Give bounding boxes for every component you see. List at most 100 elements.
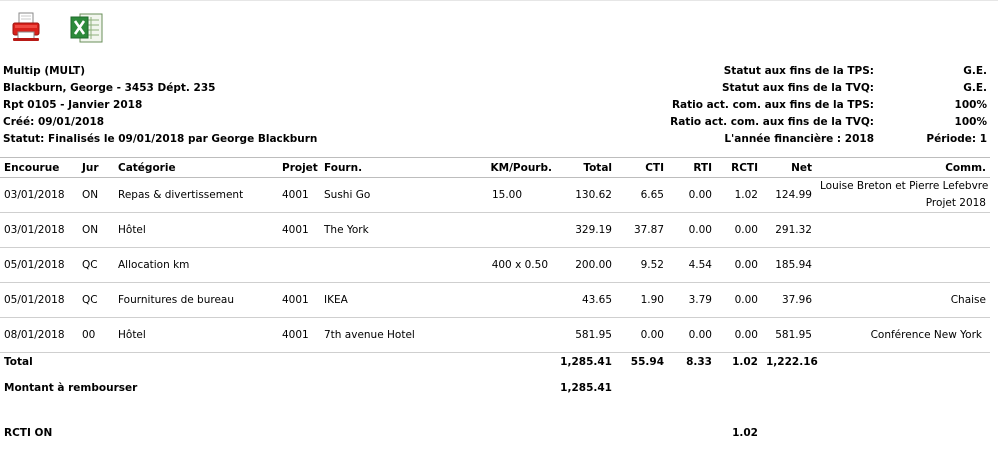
row-projet: 4001	[278, 282, 320, 318]
employee-name: Blackburn, George - 3453 Dépt. 235	[3, 82, 216, 94]
tvq-status-value: G.E.	[963, 82, 987, 94]
row-jur: ON	[78, 212, 114, 248]
table-row: 08/01/2018 00 Hôtel 4001 7th avenue Hote…	[0, 317, 990, 353]
report-status: Statut: Finalisés le 09/01/2018 par Geor…	[3, 133, 318, 145]
row-date: 03/01/2018	[0, 177, 78, 213]
col-cti: CTI	[616, 157, 668, 178]
row-cti: 6.65	[616, 177, 668, 213]
row-comment: Louise Breton et Pierre Lefebvre Projet …	[816, 177, 990, 213]
col-fourn: Fourn.	[320, 157, 442, 178]
row-jur: QC	[78, 282, 114, 318]
row-net: 124.99	[762, 177, 816, 213]
row-rcti: 0.00	[716, 317, 762, 353]
tps-ratio-label: Ratio act. com. aux fins de la TPS:	[671, 99, 874, 111]
row-fourn: Sushi Go	[320, 177, 442, 213]
row-date: 05/01/2018	[0, 282, 78, 318]
reimburse-label: Montant à rembourser	[4, 382, 138, 394]
tvq-ratio-label: Ratio act. com. aux fins de la TVQ:	[670, 116, 874, 128]
company-name: Multip (MULT)	[3, 65, 86, 77]
col-comm: Comm.	[816, 157, 990, 178]
col-encourue: Encourue	[0, 157, 78, 178]
row-comment	[816, 247, 990, 283]
row-categorie: Hôtel	[114, 212, 278, 248]
tps-ratio-value: 100%	[954, 99, 987, 111]
table-row: 05/01/2018 QC Fournitures de bureau 4001…	[0, 282, 990, 318]
row-categorie: Allocation km	[114, 247, 278, 283]
col-projet: Projet	[278, 157, 320, 178]
row-comment: Chaise	[816, 282, 990, 318]
row-fourn: 7th avenue Hotel	[320, 317, 442, 353]
row-cti: 1.90	[616, 282, 668, 318]
row-jur: 00	[78, 317, 114, 353]
table-header-row: Encourue Jur Catégorie Projet Fourn. KM/…	[0, 157, 990, 178]
row-total: 581.95	[556, 317, 616, 353]
row-projet	[278, 247, 320, 283]
row-categorie: Hôtel	[114, 317, 278, 353]
fiscal-period-value: Période: 1	[926, 133, 987, 145]
row-projet: 4001	[278, 177, 320, 213]
table-row: 03/01/2018 ON Hôtel 4001 The York 329.19…	[0, 212, 990, 248]
row-net: 291.32	[762, 212, 816, 248]
row-rti: 0.00	[668, 212, 716, 248]
col-categorie: Catégorie	[114, 157, 278, 178]
row-categorie: Fournitures de bureau	[114, 282, 278, 318]
row-total: 329.19	[556, 212, 616, 248]
row-fourn: IKEA	[320, 282, 442, 318]
fiscal-year-label: L'année financière : 2018	[724, 133, 874, 145]
report-name: Rpt 0105 - Janvier 2018	[3, 99, 143, 111]
row-net: 185.94	[762, 247, 816, 283]
total-row: Total 1,285.41 55.94 8.33 1.02 1,222.16	[0, 353, 990, 372]
row-projet: 4001	[278, 212, 320, 248]
col-total: Total	[556, 157, 616, 178]
row-rti: 0.00	[668, 177, 716, 213]
row-km: 400 x 0.50	[442, 247, 556, 283]
row-fourn: The York	[320, 212, 442, 248]
col-km: KM/Pourb.	[442, 157, 556, 178]
total-rcti: 1.02	[732, 356, 758, 368]
row-comment	[816, 212, 990, 248]
row-cti: 37.87	[616, 212, 668, 248]
tps-status-value: G.E.	[963, 65, 987, 77]
row-rti: 4.54	[668, 247, 716, 283]
row-rti: 0.00	[668, 317, 716, 353]
row-projet: 4001	[278, 317, 320, 353]
row-fourn	[320, 247, 442, 283]
excel-icon[interactable]	[69, 11, 105, 45]
row-rcti: 0.00	[716, 247, 762, 283]
row-cti: 0.00	[616, 317, 668, 353]
total-rti: 8.33	[686, 356, 712, 368]
rcti-on-label: RCTI ON	[4, 427, 53, 439]
col-net: Net	[762, 157, 816, 178]
row-rti: 3.79	[668, 282, 716, 318]
row-date: 05/01/2018	[0, 247, 78, 283]
total-net: 1,222.16	[766, 356, 818, 368]
total-label: Total	[4, 356, 33, 368]
tvq-status-label: Statut aux fins de la TVQ:	[721, 82, 874, 94]
row-km	[442, 317, 556, 353]
row-comment-line: Projet 2018	[925, 197, 986, 209]
row-comment-line: Louise Breton et Pierre Lefebvre	[820, 180, 989, 192]
col-jur: Jur	[78, 157, 114, 178]
row-total: 200.00	[556, 247, 616, 283]
row-net: 37.96	[762, 282, 816, 318]
row-rcti: 0.00	[716, 212, 762, 248]
tps-status-label: Statut aux fins de la TPS:	[723, 65, 874, 77]
table-row: 05/01/2018 QC Allocation km 400 x 0.50 2…	[0, 247, 990, 283]
row-categorie: Repas & divertissement	[114, 177, 278, 213]
row-jur: ON	[78, 177, 114, 213]
row-jur: QC	[78, 247, 114, 283]
row-comment: Conférence New York	[816, 317, 990, 353]
reimburse-amount: 1,285.41	[560, 382, 612, 394]
row-km: 15.00	[442, 177, 556, 213]
printer-icon[interactable]	[11, 12, 41, 42]
row-rcti: 0.00	[716, 282, 762, 318]
row-cti: 9.52	[616, 247, 668, 283]
col-rti: RTI	[668, 157, 716, 178]
expense-table: Encourue Jur Catégorie Projet Fourn. KM/…	[0, 157, 990, 445]
row-net: 581.95	[762, 317, 816, 353]
rcti-on-row: RCTI ON 1.02	[0, 397, 990, 445]
row-date: 03/01/2018	[0, 212, 78, 248]
total-cti: 55.94	[630, 356, 664, 368]
reimburse-row: Montant à rembourser 1,285.41	[0, 379, 990, 397]
tvq-ratio-value: 100%	[954, 116, 987, 128]
